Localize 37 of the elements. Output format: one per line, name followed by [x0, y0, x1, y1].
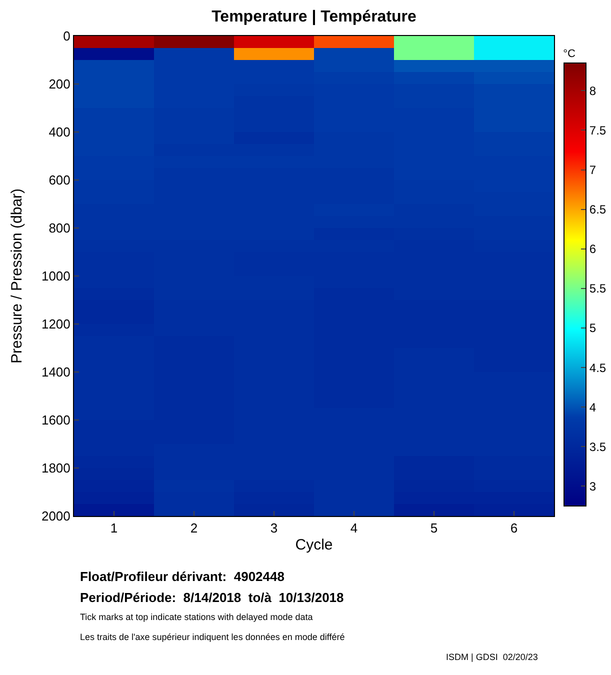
x-tick-label: 3: [270, 520, 278, 536]
y-tick-label: 600: [48, 172, 70, 188]
x-tick-label: 5: [430, 520, 438, 536]
color-bar-label: 6: [589, 242, 596, 256]
color-bar-label: 4.5: [589, 360, 606, 375]
x-tick-label: 6: [510, 520, 518, 536]
y-axis-title: Pressure / Pression (dbar): [8, 188, 26, 364]
x-axis-title: Cycle: [295, 536, 333, 554]
color-bar-label: 5.5: [589, 282, 606, 296]
y-tick-label: 800: [48, 220, 70, 236]
color-bar-label: 7.5: [589, 123, 606, 138]
color-bar-label: 3.5: [589, 440, 606, 454]
y-tick-label: 1200: [41, 316, 70, 332]
y-tick-label: 1600: [41, 412, 70, 428]
text: Tick marks at top indicate stations with delayed mode data: [80, 612, 313, 622]
x-tick-label: 4: [350, 520, 358, 536]
color-bar-label: 3: [589, 479, 596, 494]
color-bar-label: 5: [589, 321, 596, 336]
y-tick-label: 1800: [41, 460, 70, 476]
x-tick-label: 1: [110, 520, 118, 536]
color-bar-title: °C: [563, 48, 576, 60]
color-bar-label: 4: [589, 400, 596, 414]
chart-title: Temperature | Température: [212, 8, 417, 26]
y-tick-label: 200: [48, 76, 70, 92]
text: Les traits de l'axe supérieur indiquent les données en mode différé: [80, 632, 345, 642]
y-tick-label: 2000: [41, 508, 70, 524]
text: Float/Profileur dérivant: 4902448: [80, 569, 284, 584]
color-bar-label: 7: [589, 162, 596, 177]
y-tick-label: 400: [48, 124, 70, 140]
color-bar-label: 8: [589, 84, 596, 98]
x-tick-label: 2: [190, 520, 198, 536]
color-bar-label: 6.5: [589, 202, 606, 217]
y-tick-label: 1000: [41, 268, 70, 284]
text: ISDM | GDSI 02/20/23: [446, 652, 538, 662]
y-tick-label: 1400: [41, 364, 70, 380]
text: Period/Période: 8/14/2018 to/à 10/13/2018: [80, 590, 344, 605]
y-tick-label: 0: [63, 28, 70, 44]
